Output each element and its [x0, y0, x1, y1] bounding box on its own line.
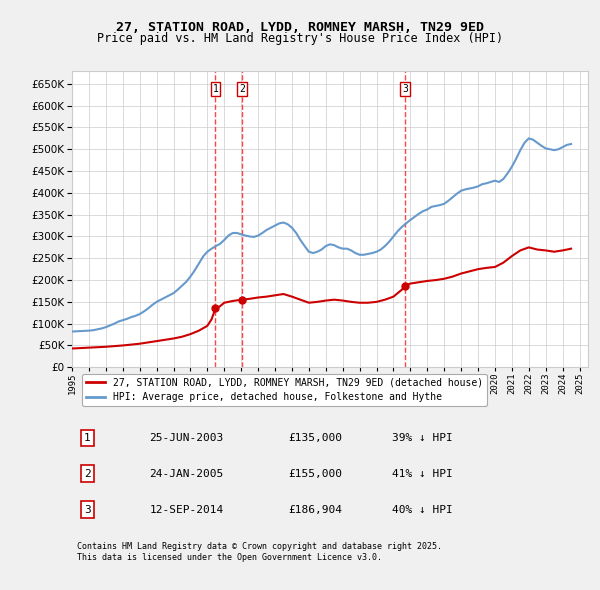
Text: 3: 3 [403, 84, 408, 94]
Text: 25-JUN-2003: 25-JUN-2003 [149, 433, 224, 443]
Text: 1: 1 [84, 433, 91, 443]
Text: Price paid vs. HM Land Registry's House Price Index (HPI): Price paid vs. HM Land Registry's House … [97, 32, 503, 45]
Text: Contains HM Land Registry data © Crown copyright and database right 2025.
This d: Contains HM Land Registry data © Crown c… [77, 542, 442, 562]
Text: 27, STATION ROAD, LYDD, ROMNEY MARSH, TN29 9ED: 27, STATION ROAD, LYDD, ROMNEY MARSH, TN… [116, 21, 484, 34]
Text: 1: 1 [212, 84, 218, 94]
Text: 12-SEP-2014: 12-SEP-2014 [149, 504, 224, 514]
Text: 3: 3 [84, 504, 91, 514]
Text: 40% ↓ HPI: 40% ↓ HPI [392, 504, 452, 514]
Text: 41% ↓ HPI: 41% ↓ HPI [392, 469, 452, 479]
Text: 2: 2 [84, 469, 91, 479]
Text: £186,904: £186,904 [289, 504, 343, 514]
Legend: 27, STATION ROAD, LYDD, ROMNEY MARSH, TN29 9ED (detached house), HPI: Average pr: 27, STATION ROAD, LYDD, ROMNEY MARSH, TN… [82, 373, 487, 407]
Text: 39% ↓ HPI: 39% ↓ HPI [392, 433, 452, 443]
Text: £155,000: £155,000 [289, 469, 343, 479]
Text: 2: 2 [239, 84, 245, 94]
Text: £135,000: £135,000 [289, 433, 343, 443]
Text: 24-JAN-2005: 24-JAN-2005 [149, 469, 224, 479]
